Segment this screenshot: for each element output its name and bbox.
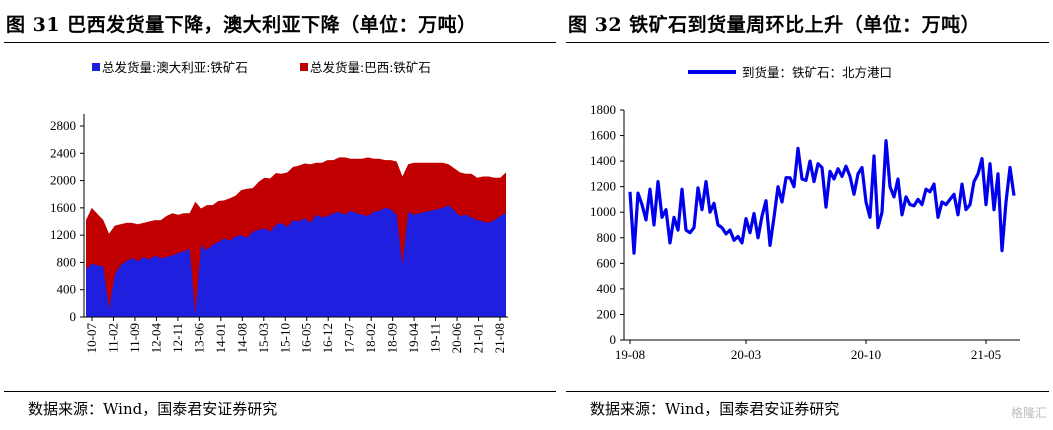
iron-ore-arrival-line bbox=[628, 139, 1016, 255]
x-tick-label: 12-11 bbox=[170, 323, 185, 353]
y-tick-label: 1800 bbox=[590, 102, 616, 117]
watermark-logo: 格隆汇 bbox=[1010, 406, 1047, 420]
x-tick-label: 20-06 bbox=[449, 323, 464, 354]
y-tick-label: 1200 bbox=[590, 179, 616, 194]
australia-area bbox=[86, 205, 506, 317]
y-tick-label: 400 bbox=[597, 281, 617, 296]
right-chart-panel: 图 32 铁矿石到货量周环比上升（单位：万吨） 到货量：铁矿石：北方港口 0 200… bbox=[562, 0, 1053, 430]
x-tick-label: 21-01 bbox=[471, 323, 486, 353]
y-tick-label: 800 bbox=[57, 254, 77, 269]
legend-swatch-1 bbox=[300, 63, 308, 71]
legend-swatch-0 bbox=[92, 63, 100, 71]
y-tick-label: 1400 bbox=[590, 153, 616, 168]
y-tick-label: 2800 bbox=[50, 118, 76, 133]
x-tick-label: 12-04 bbox=[148, 323, 163, 354]
left-chart-title: 图 31 巴西发货量下降，澳大利亚下降（单位：万吨） bbox=[6, 14, 477, 36]
left-chart-panel: 图 31 巴西发货量下降，澳大利亚下降（单位：万吨） 总发货量:澳大利亚:铁矿石… bbox=[4, 14, 556, 418]
x-tick-label: 16-05 bbox=[299, 323, 314, 353]
y-tick-label: 1600 bbox=[590, 128, 616, 143]
x-tick-label: 13-06 bbox=[191, 323, 206, 354]
y-tick-label: 0 bbox=[610, 332, 617, 347]
y-tick-label: 1000 bbox=[590, 204, 616, 219]
x-tick-label: 15-03 bbox=[256, 323, 271, 353]
x-tick-label: 19-11 bbox=[428, 323, 443, 353]
x-tick-label: 16-12 bbox=[320, 323, 335, 353]
y-tick-label: 1200 bbox=[50, 227, 76, 242]
x-tick-label: 18-02 bbox=[363, 323, 378, 353]
source-overline bbox=[4, 391, 556, 392]
x-tick-label: 18-09 bbox=[385, 323, 400, 353]
legend-label: 到货量：铁矿石：北方港口 bbox=[742, 65, 892, 80]
x-tick-label: 20-10 bbox=[851, 347, 881, 362]
x-tick-label: 19-04 bbox=[406, 323, 421, 354]
y-tick-label: 2400 bbox=[50, 145, 76, 160]
x-tick-label: 17-07 bbox=[342, 323, 357, 354]
right-chart-title: 图 32 铁矿石到货量周环比上升（单位：万吨） bbox=[568, 14, 981, 36]
x-tick-label: 14-01 bbox=[213, 323, 228, 353]
y-tick-label: 2000 bbox=[50, 173, 76, 188]
y-tick-label: 600 bbox=[597, 255, 617, 270]
x-tick-label: 10-07 bbox=[84, 323, 99, 354]
source-overline bbox=[566, 391, 1049, 392]
y-tick-label: 400 bbox=[57, 282, 77, 297]
y-tick-label: 0 bbox=[70, 309, 77, 324]
title-underline bbox=[566, 42, 1049, 43]
x-tick-label: 19-08 bbox=[615, 347, 645, 362]
x-tick-label: 15-10 bbox=[277, 323, 292, 353]
x-tick-label: 11-02 bbox=[105, 323, 120, 353]
y-tick-label: 800 bbox=[597, 230, 617, 245]
x-tick-label: 14-08 bbox=[234, 323, 249, 353]
y-tick-label: 200 bbox=[597, 306, 617, 321]
legend-label-1: 总发货量:巴西:铁矿石 bbox=[310, 60, 431, 75]
stacked-area-chart: 总发货量:澳大利亚:铁矿石 总发货量:巴西:铁矿石 0 400 800 1200 1600 2… bbox=[50, 60, 508, 354]
right-source-note: 数据来源：Wind，国泰君安证券研究 bbox=[590, 400, 840, 418]
x-tick-label: 20-03 bbox=[731, 347, 761, 362]
legend-label-0: 总发货量:澳大利亚:铁矿石 bbox=[102, 60, 248, 75]
x-tick-label: 11-09 bbox=[127, 323, 142, 353]
left-source-note: 数据来源：Wind，国泰君安证券研究 bbox=[28, 400, 278, 418]
line-chart: 到货量：铁矿石：北方港口 0 200 400 600 800 1000 1200 1400 160… bbox=[590, 65, 1020, 362]
x-tick-label: 21-05 bbox=[971, 347, 1001, 362]
x-tick-label: 21-08 bbox=[492, 323, 507, 353]
title-underline bbox=[4, 42, 556, 43]
y-tick-label: 1600 bbox=[50, 200, 76, 215]
